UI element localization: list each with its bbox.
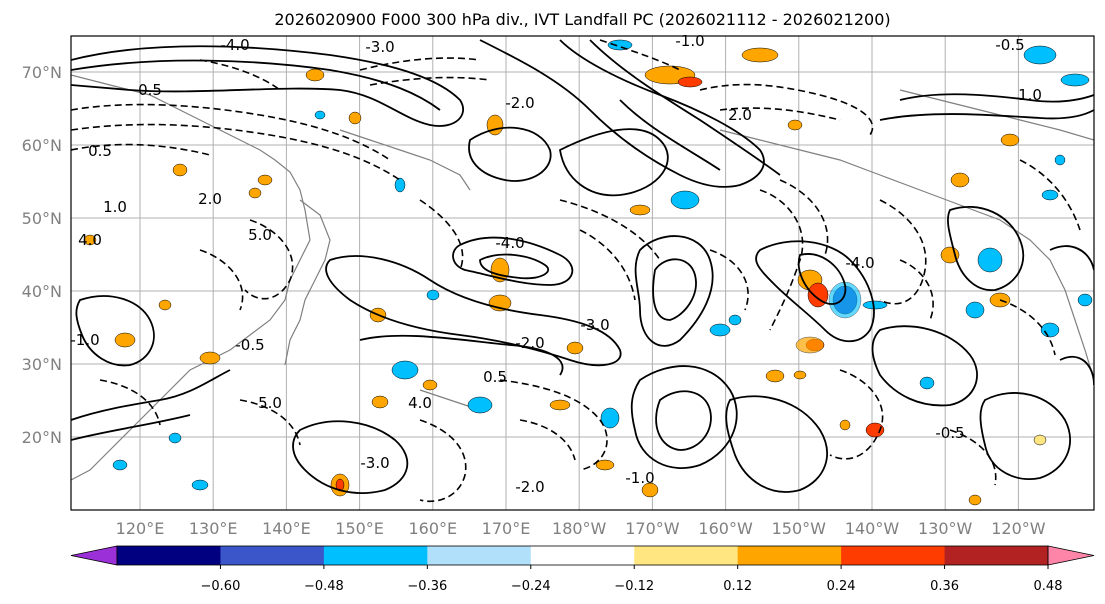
colorbar-tick-label: 0.24 [827,579,856,594]
lon-label: 120°E [116,519,165,538]
colorbar-tick-label: −0.48 [304,579,344,594]
colorbar-tick-label: 0.48 [1034,579,1063,594]
colorbar-segment [737,546,842,565]
contour-label: 1.0 [103,198,127,216]
colorbar-segment [427,546,532,565]
contour-label: -4.0 [220,36,249,54]
colorbar-outline [116,545,1049,566]
latitude-labels: 70°N 60°N 50°N 40°N 30°N 20°N [22,63,62,447]
contour-label: -1.0 [625,469,654,487]
colorbar-segment [220,546,325,565]
lat-label: 40°N [22,282,62,301]
colorbar-segment [634,546,739,565]
colorbar-ticks: −0.60 −0.48 −0.36 −0.24 −0.12 0.12 0.24 0.36 0.4… [201,565,1063,594]
contour-label: -2.0 [515,478,544,496]
contour-label: 0.5 [88,142,112,160]
lon-label: 140°E [262,519,311,538]
map-border [70,35,1095,511]
contour-label: 0.5 [483,368,507,386]
divergence-shading [83,39,1093,506]
contour-label: 5.0 [258,394,282,412]
contour-label: 0.5 [138,81,162,99]
contour-label: 5.0 [248,226,272,244]
lat-label: 60°N [22,136,62,155]
colorbar-extend-low [70,545,118,566]
contour-label: -0.5 [935,424,964,442]
contour-label: -0.5 [995,36,1024,54]
chart-title: 2026020900 F000 300 hPa div., IVT Landfa… [274,10,891,29]
colorbar-segment [944,546,1049,565]
contour-label: -3.0 [365,38,394,56]
lon-label: 160°W [698,519,753,538]
contour-labels: -4.0 -3.0 -2.0 -1.0 -0.5 0.5 1.0 2.0 4.0 5.0 -4.0 -… [70,32,1042,496]
lon-label: 170°W [625,519,680,538]
colorbar-segment [323,546,428,565]
lat-label: 70°N [22,63,62,82]
lon-label: 130°W [918,519,973,538]
contours-negative [71,39,1081,502]
lon-label: 170°E [482,519,531,538]
colorbar-extend-high [1047,545,1095,566]
colorbar-segment [530,546,635,565]
contour-label: 2.0 [728,106,752,124]
colorbar-tick-label: −0.36 [407,579,447,594]
contour-label: -4.0 [495,234,524,252]
colorbar-tick-label: 0.12 [723,579,752,594]
contour-label: -2.0 [515,334,544,352]
contour-label: -3.0 [580,316,609,334]
lon-label: 130°E [189,519,238,538]
lat-label: 30°N [22,355,62,374]
colorbar-segment [117,546,221,565]
lat-label: 20°N [22,428,62,447]
contour-label: -0.5 [235,336,264,354]
lon-label: 150°E [335,519,384,538]
lon-label: 120°W [991,519,1046,538]
colorbar-tick-label: −0.24 [511,579,551,594]
lat-label: 50°N [22,209,62,228]
colorbar-segment [841,546,946,565]
contour-label: 4.0 [78,231,102,249]
lon-label: 180°W [552,519,607,538]
longitude-labels: 120°E 130°E 140°E 150°E 160°E 170°E 180°W 170°W… [116,519,1046,538]
contour-label: 2.0 [198,190,222,208]
contour-label: -4.0 [845,254,874,272]
colorbar-tick-label: −0.60 [201,579,241,594]
colorbar-tick-label: 0.36 [930,579,959,594]
lon-label: 160°E [408,519,457,538]
contour-label: 1.0 [1018,86,1042,104]
contour-label: 4.0 [408,394,432,412]
contour-label: -2.0 [505,94,534,112]
contour-label: -1.0 [675,32,704,50]
contours-positive [71,39,1094,494]
contour-label: -1.0 [70,331,99,349]
colorbar [70,545,1095,566]
colorbar-tick-label: −0.12 [614,579,654,594]
contour-label: -3.0 [360,454,389,472]
lon-label: 150°W [772,519,827,538]
lon-label: 140°W [845,519,900,538]
